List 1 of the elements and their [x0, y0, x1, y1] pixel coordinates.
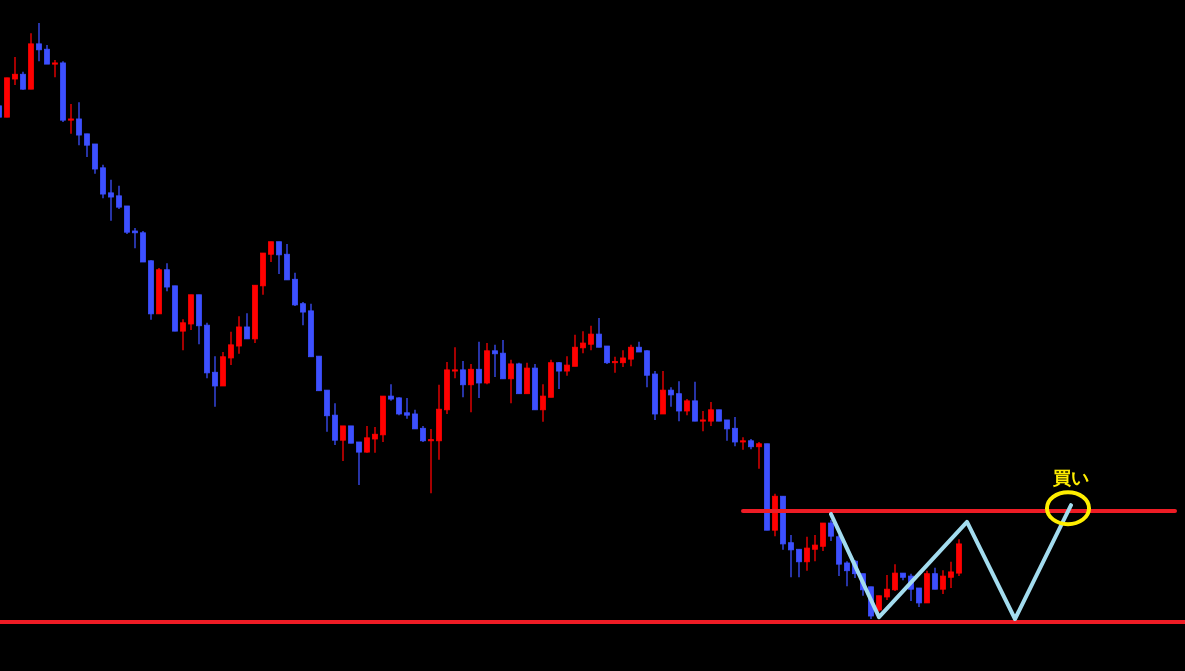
annotation: 買い	[1053, 467, 1089, 489]
